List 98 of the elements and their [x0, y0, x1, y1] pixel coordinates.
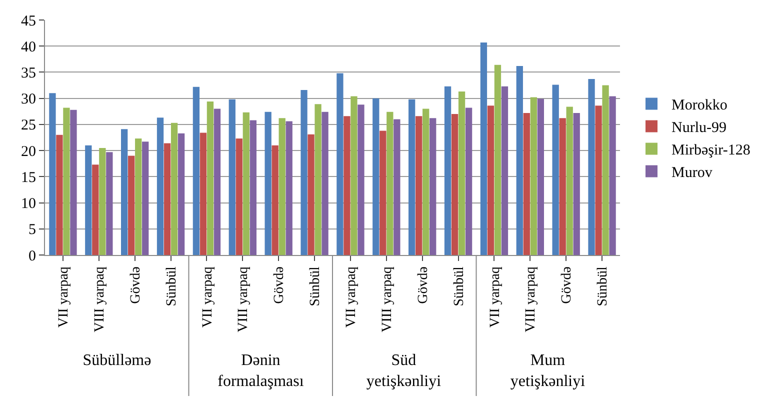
legend-label: Nurlu-99	[672, 120, 726, 136]
bar	[530, 97, 537, 255]
bar	[552, 84, 559, 255]
bar	[430, 118, 436, 255]
bar	[178, 133, 185, 255]
bar	[278, 118, 286, 255]
bar	[264, 112, 272, 255]
x-tick-label: Sünbül	[308, 266, 324, 306]
bar	[344, 116, 350, 255]
bar	[595, 106, 602, 255]
bar	[70, 110, 77, 255]
bar	[422, 108, 430, 255]
bar	[350, 96, 358, 255]
bar	[322, 112, 328, 255]
bar	[228, 99, 236, 255]
x-tick-label: Gövdə	[272, 266, 288, 304]
bar	[408, 99, 416, 255]
x-tick-label: Sünbül	[164, 266, 180, 306]
text: Sübülləmə	[82, 352, 152, 369]
x-tick-label: VIII yarpaq	[92, 266, 108, 332]
bar	[192, 86, 200, 255]
y-tick-label: 0	[28, 248, 36, 264]
y-tick-label: 40	[21, 39, 36, 56]
bar	[236, 138, 242, 255]
x-tick-label: VIII yarpaq	[236, 266, 252, 332]
bar	[336, 73, 344, 255]
text: Dənin formalaşması	[218, 352, 304, 390]
bar	[49, 93, 56, 255]
bar	[156, 118, 164, 255]
bar	[106, 152, 113, 255]
x-tick-label: VIII yarpaq	[380, 266, 395, 332]
x-tick-label: Gövdə	[560, 266, 575, 304]
x-tick-label: VIII yarpaq	[524, 266, 539, 332]
bar	[416, 116, 422, 255]
bar	[494, 64, 502, 255]
bar	[358, 104, 364, 255]
bar	[516, 66, 523, 255]
bar	[487, 106, 494, 255]
bar	[135, 138, 142, 255]
bar	[121, 129, 128, 255]
y-tick-label: 20	[21, 144, 36, 160]
text: Süd yetişkənliyi	[366, 352, 442, 390]
bar	[465, 108, 472, 255]
bar	[372, 98, 380, 255]
x-tick-label: VII yarpaq	[56, 266, 72, 328]
bar	[523, 112, 530, 255]
bar	[380, 130, 386, 255]
bar	[609, 96, 616, 255]
legend-label: Mirbəşir-128	[672, 142, 750, 159]
y-tick-label: 10	[21, 196, 36, 212]
bar	[128, 156, 135, 255]
bar	[444, 86, 452, 255]
x-tick-label: Sünbül	[452, 266, 467, 306]
bar	[566, 106, 573, 255]
bar	[63, 108, 70, 255]
bar	[501, 86, 508, 255]
text: Mum yetişkənliyi	[510, 352, 586, 390]
legend-label: Murov	[672, 165, 713, 182]
bar	[214, 108, 221, 255]
bar	[394, 119, 400, 255]
bar	[602, 85, 609, 255]
bar	[206, 101, 214, 255]
bar	[537, 98, 544, 255]
y-tick-label: 5	[28, 222, 36, 238]
bar	[314, 104, 322, 255]
bar	[300, 90, 308, 255]
bar	[588, 79, 595, 255]
y-tick-label: 25	[21, 118, 36, 134]
bar	[242, 112, 250, 255]
bar	[56, 134, 63, 255]
bar	[99, 148, 106, 255]
bar	[272, 145, 278, 255]
x-tick-label: Gövdə	[128, 266, 144, 304]
x-tick-label: VII yarpaq	[344, 266, 360, 328]
bar	[386, 112, 394, 255]
bar	[85, 145, 92, 255]
bar	[573, 112, 580, 255]
y-tick-label: 45	[21, 13, 36, 30]
y-tick-label: 15	[21, 170, 36, 186]
x-tick-label: VII yarpaq	[488, 266, 503, 328]
bar	[286, 121, 292, 255]
bar	[200, 132, 207, 255]
bar	[451, 114, 458, 255]
bar	[559, 118, 566, 255]
bar	[250, 120, 256, 255]
bar	[92, 164, 99, 255]
x-tick-label: Gövdə	[416, 266, 431, 304]
x-tick-label: VII yarpaq	[200, 266, 216, 328]
x-tick-label: Sünbül	[596, 266, 611, 306]
bar	[308, 134, 314, 255]
bar	[164, 143, 171, 255]
legend-label: Morokko	[672, 98, 728, 114]
bar	[170, 122, 178, 255]
bar	[480, 42, 488, 255]
bar	[142, 142, 149, 255]
y-tick-label: 30	[21, 92, 36, 108]
bar	[458, 92, 466, 255]
y-tick-label: 35	[21, 65, 36, 82]
